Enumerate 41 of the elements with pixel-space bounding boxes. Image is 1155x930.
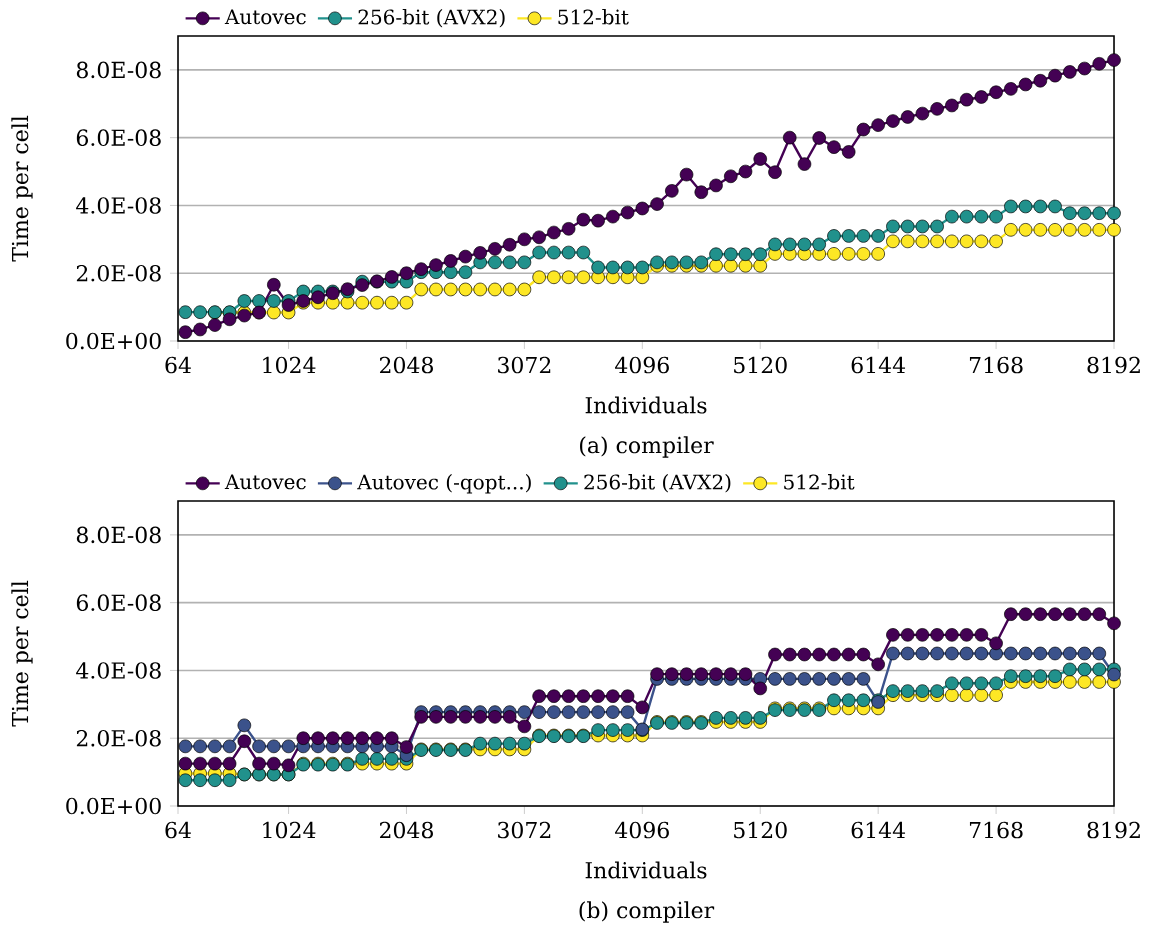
y-tick-label: 0.0E+00 <box>66 332 161 350</box>
y-tick-label: 8.0E-08 <box>76 61 161 79</box>
y-tick-label: 0.0E+00 <box>66 797 161 815</box>
legend-label: 256-bit (AVX2) <box>358 9 505 28</box>
legend-label: 512-bit <box>784 474 855 490</box>
legend-label: Autovec (-qopt...) <box>357 474 531 494</box>
legend-label: Autovec <box>224 474 306 490</box>
x-axis-title: Individuals <box>585 861 707 879</box>
x-tick-label: 1024 <box>263 356 316 374</box>
x-tick-label: 3072 <box>498 356 551 374</box>
y-tick-label: 6.0E-08 <box>76 594 161 611</box>
y-tick-label: 8.0E-08 <box>76 526 161 544</box>
y-tick-label: 2.0E-08 <box>76 729 161 747</box>
x-tick-label: 5120 <box>734 821 787 839</box>
x-tick-label: 7168 <box>969 821 1023 839</box>
x-tick-label: 1024 <box>263 821 316 839</box>
x-tick-label: 3072 <box>498 821 551 839</box>
text: (a) compiler <box>580 436 714 458</box>
text: (b) compiler <box>579 901 715 923</box>
x-tick-label: 64 <box>165 821 191 839</box>
x-tick-label: 8192 <box>1087 821 1140 839</box>
x-tick-label: 7168 <box>969 356 1023 374</box>
x-tick-label: 6144 <box>851 821 906 839</box>
y-tick-label: 6.0E-08 <box>76 129 161 146</box>
legend-label: 256-bit (AVX2) <box>584 474 731 493</box>
x-tick-label: 2048 <box>379 356 433 374</box>
x-tick-label: 8192 <box>1087 356 1140 374</box>
x-tick-label: 6144 <box>851 356 906 374</box>
y-tick-label: 4.0E-08 <box>76 197 161 214</box>
x-tick-label: 2048 <box>379 821 433 839</box>
y-axis-title: Time per cell <box>11 580 33 727</box>
legend-label: Autovec <box>224 9 306 25</box>
x-tick-label: 5120 <box>734 356 787 374</box>
x-tick-label: 4096 <box>615 821 669 839</box>
y-axis-title: Time per cell <box>11 115 33 262</box>
y-tick-label: 2.0E-08 <box>76 264 161 282</box>
y-tick-label: 4.0E-08 <box>76 662 161 679</box>
x-tick-label: 64 <box>165 356 191 374</box>
x-tick-label: 4096 <box>615 356 669 374</box>
legend-label: 512-bit <box>558 9 629 25</box>
x-axis-title: Individuals <box>585 396 707 414</box>
